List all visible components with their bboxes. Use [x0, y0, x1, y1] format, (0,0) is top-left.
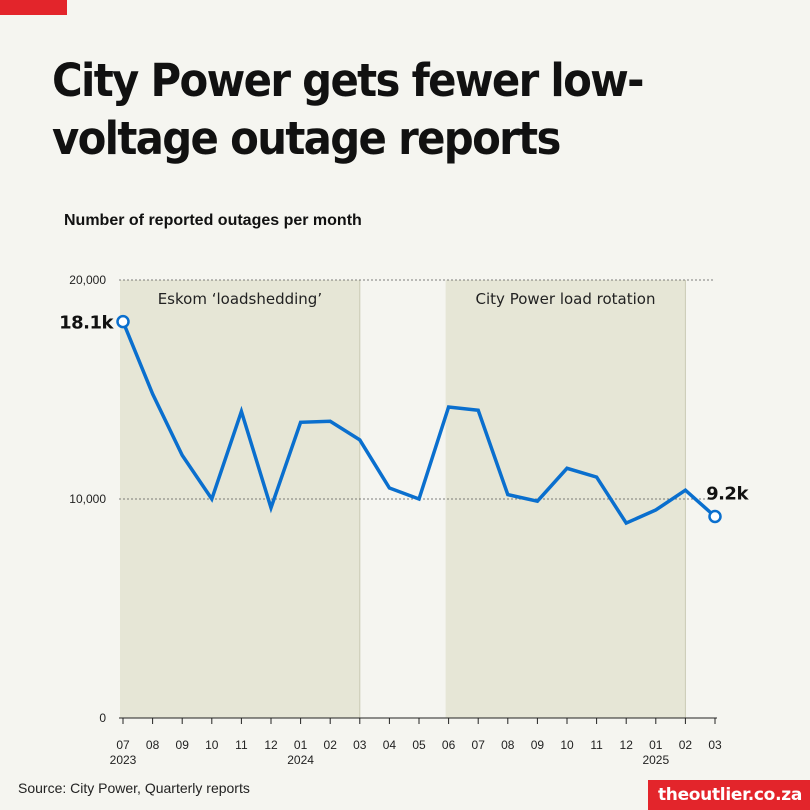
x-tick-label: 05 — [412, 738, 426, 752]
period-label-1: Eskom ‘loadshedding’ — [158, 290, 322, 308]
x-tick-label: 10 — [205, 738, 219, 752]
x-tick-label: 11 — [235, 738, 248, 752]
x-tick-label: 04 — [383, 738, 397, 752]
x-tick-label: 12 — [620, 738, 634, 752]
chart-title: City Power gets fewer low-voltage outage… — [52, 54, 645, 165]
x-year-label: 2024 — [287, 753, 314, 767]
y-tick-label: 0 — [99, 711, 106, 725]
x-tick-label: 02 — [679, 738, 693, 752]
x-tick-label: 01 — [649, 738, 663, 752]
x-tick-label: 02 — [324, 738, 338, 752]
x-year-label: 2025 — [642, 753, 669, 767]
start-point-marker — [116, 314, 130, 329]
x-year-label: 2023 — [110, 753, 137, 767]
x-tick-label: 06 — [442, 738, 456, 752]
x-tick-label: 08 — [146, 738, 160, 752]
x-tick-label: 12 — [264, 738, 278, 752]
x-tick-label: 10 — [560, 738, 574, 752]
end-point-marker — [708, 509, 722, 524]
series-line-1 — [121, 320, 717, 526]
x-tick-label: 01 — [294, 738, 308, 752]
source-note: Source: City Power, Quarterly reports — [18, 780, 250, 796]
period-label-2: City Power load rotation — [476, 290, 656, 308]
brand-accent-bar — [0, 0, 67, 15]
y-tick-label: 20,000 — [69, 273, 106, 287]
end-value-label: 9.2k — [706, 484, 749, 505]
x-tick-label: 03 — [353, 738, 367, 752]
x-tick-label: 03 — [708, 738, 722, 752]
x-tick-label: 11 — [590, 738, 603, 752]
x-tick-label: 09 — [531, 738, 545, 752]
start-value-label: 18.1k — [59, 313, 114, 334]
chart-subtitle: Number of reported outages per month — [64, 212, 362, 229]
y-tick-label: 10,000 — [69, 492, 106, 506]
shaded-period-2 — [445, 280, 686, 718]
x-tick-label: 08 — [501, 738, 515, 752]
x-tick-label: 09 — [176, 738, 190, 752]
brand-logo[interactable]: theoutlier.co.za — [647, 780, 810, 810]
x-tick-label: 07 — [116, 738, 130, 752]
x-tick-label: 07 — [472, 738, 486, 752]
